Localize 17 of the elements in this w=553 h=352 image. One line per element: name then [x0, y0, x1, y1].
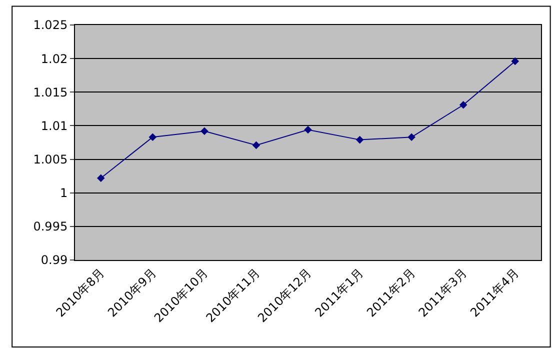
y-tick-label: 1.005	[33, 152, 68, 166]
y-tick-label: 0.995	[33, 220, 68, 234]
point	[511, 57, 520, 66]
point	[252, 141, 260, 150]
point	[408, 133, 416, 142]
y-tick-label: 1.02	[40, 52, 68, 66]
point	[148, 133, 157, 142]
y-tick-label: 0.99	[40, 253, 68, 268]
y-tick-label: 1.025	[33, 18, 68, 32]
y-tick-label: 1.01	[40, 118, 68, 133]
point	[200, 127, 208, 135]
point	[304, 126, 312, 134]
point	[96, 174, 105, 182]
y-tick-label: 1	[60, 186, 68, 200]
point	[356, 136, 364, 144]
point	[459, 101, 468, 109]
y-tick-label: 1.015	[33, 85, 68, 100]
